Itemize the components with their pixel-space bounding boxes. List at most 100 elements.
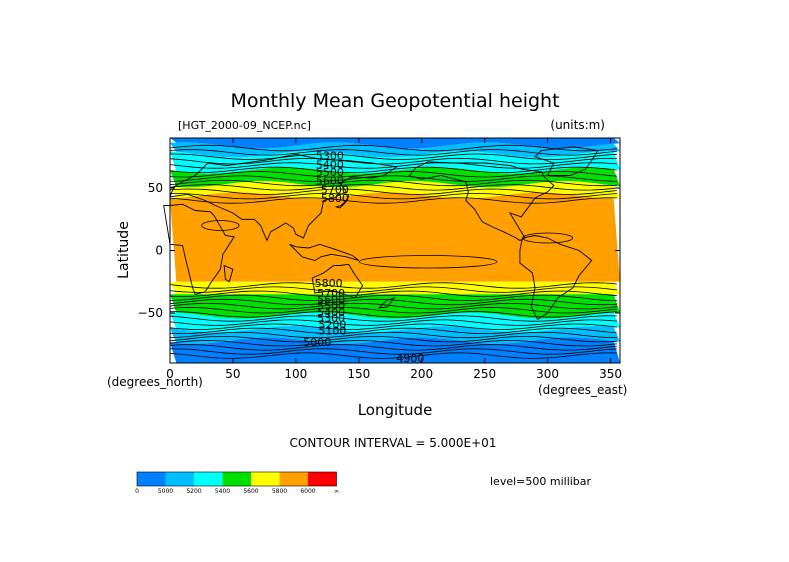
coastline xyxy=(163,203,235,295)
contour-line xyxy=(169,144,617,152)
coastline xyxy=(169,153,398,242)
colorbar-label: 0 xyxy=(135,488,139,495)
x-axis-label: Longitude xyxy=(358,401,433,419)
coastline xyxy=(534,146,599,176)
contour-label: 4900 xyxy=(396,352,424,365)
colorbar: 0 5000 5200 5400 5600 5800 6000 ∞ xyxy=(135,471,339,495)
colorbar-swatch xyxy=(194,472,223,486)
contour-label: 5500 xyxy=(316,166,344,179)
units-label: (units:m) xyxy=(550,118,605,132)
x-tick-label: 350 xyxy=(599,367,622,381)
chart-title: Monthly Mean Geopotential height xyxy=(230,90,559,112)
x-tick-label: 250 xyxy=(473,367,496,381)
colorbar-swatch xyxy=(251,472,280,486)
coastline xyxy=(289,243,360,261)
contour-line xyxy=(169,303,617,310)
colorbar-swatch xyxy=(165,472,194,486)
colorbar-label: 5400 xyxy=(215,488,230,495)
field-band xyxy=(170,192,620,282)
contour-line xyxy=(169,319,617,326)
contour-line xyxy=(169,340,617,347)
contour-label: 5500 xyxy=(317,300,345,313)
field-band xyxy=(170,138,620,149)
x-units-label: (degrees_east) xyxy=(538,383,627,397)
contour-line xyxy=(169,311,617,318)
contour-label: 5800 xyxy=(321,192,349,205)
contour-line xyxy=(169,197,617,204)
contour-lines xyxy=(169,144,617,359)
colorbar-label: ∞ xyxy=(334,488,339,495)
contour-label: 5700 xyxy=(317,287,345,300)
contour-line xyxy=(169,327,617,334)
contour-line xyxy=(169,307,617,314)
y-tick-label: 0 xyxy=(155,244,163,258)
contour-line xyxy=(169,336,617,343)
coastline xyxy=(519,235,593,320)
contour-label: 5200 xyxy=(318,318,346,331)
contour-label: 5000 xyxy=(303,336,331,349)
field-band xyxy=(170,142,620,158)
contour-line xyxy=(170,193,617,200)
contour-line xyxy=(169,315,617,322)
colorbar-label: 6000 xyxy=(300,488,315,495)
coastline xyxy=(377,297,396,309)
contour-label: 5700 xyxy=(321,183,349,196)
colorbar-swatch xyxy=(279,472,308,486)
contour-line xyxy=(169,298,617,306)
contour-labels: 5300540055005600570058005800570056005500… xyxy=(303,150,424,366)
x-tick-label: 300 xyxy=(536,367,559,381)
contour-line xyxy=(169,286,617,293)
contour-line xyxy=(169,352,617,359)
contour-line xyxy=(169,294,617,301)
contour-line xyxy=(169,175,617,182)
field-band xyxy=(170,326,620,344)
y-tick-label: 50 xyxy=(148,181,163,195)
x-tick-label: 200 xyxy=(410,367,433,381)
coastline xyxy=(311,263,364,299)
contour-label: 5600 xyxy=(317,293,345,306)
colorbar-swatch xyxy=(137,472,166,486)
source-file-label: [HGT_2000-09_NCEP.nc] xyxy=(178,119,311,132)
coastlines xyxy=(163,146,599,320)
contour-line xyxy=(169,290,617,297)
level-label: level=500 millibar xyxy=(490,475,592,488)
y-axis-label: Latitude xyxy=(116,221,132,279)
x-tick-label: 50 xyxy=(225,367,240,381)
contour-line xyxy=(201,220,240,231)
contour-line xyxy=(358,255,498,269)
colorbar-swatch xyxy=(308,472,337,486)
field-band xyxy=(170,281,620,295)
contour-line xyxy=(169,184,617,191)
contour-label: 5400 xyxy=(316,158,344,171)
x-tick-label: 0 xyxy=(166,367,174,381)
colorbar-label: 5600 xyxy=(243,488,258,495)
contour-line xyxy=(169,344,617,351)
contour-line xyxy=(169,171,617,178)
x-tick-label: 100 xyxy=(284,367,307,381)
field-band xyxy=(170,337,620,363)
contour-line xyxy=(169,149,617,156)
axis-ticks: 0 50 100 150 200 250 300 350 50 0 −50 xyxy=(138,138,622,381)
y-tick-label: −50 xyxy=(138,306,163,320)
contour-line xyxy=(169,188,617,195)
contour-line xyxy=(169,331,617,339)
coastline xyxy=(223,264,234,283)
contour-label: 5100 xyxy=(318,325,346,338)
colorbar-swatch xyxy=(222,472,251,486)
contour-line xyxy=(170,348,617,355)
coastline xyxy=(334,195,350,209)
colorbar-label: 5000 xyxy=(158,488,173,495)
coastline xyxy=(408,161,555,242)
colorbar-label: 5200 xyxy=(186,488,201,495)
contour-interval-label: CONTOUR INTERVAL = 5.000E+01 xyxy=(290,436,497,450)
contour-line xyxy=(169,282,617,289)
y-units-label: (degrees_north) xyxy=(107,375,203,389)
contour-label: 5300 xyxy=(316,150,344,163)
x-tick-label: 150 xyxy=(347,367,370,381)
contour-line xyxy=(169,323,617,330)
colorbar-label: 5800 xyxy=(272,488,287,495)
contour-line xyxy=(169,179,617,187)
contour-label: 5600 xyxy=(316,175,344,188)
contour-label: 5300 xyxy=(317,312,345,325)
